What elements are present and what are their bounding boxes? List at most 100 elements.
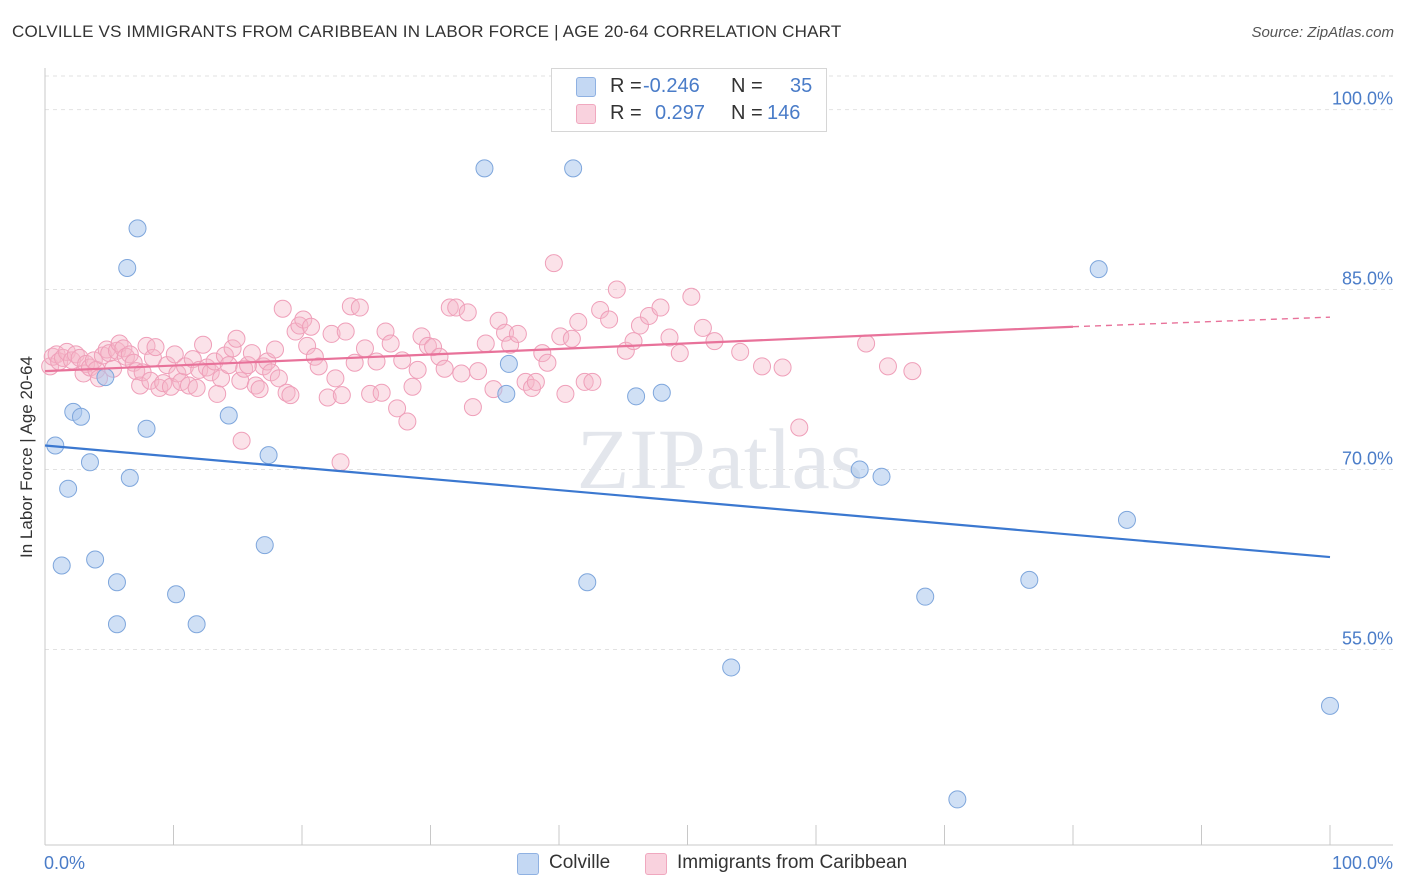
colville-point [916, 587, 935, 606]
caribbean-point [341, 297, 360, 316]
caribbean-point [331, 453, 350, 472]
legend-r-value-caribbean: 0.297 [655, 102, 706, 124]
caribbean-point [660, 328, 679, 347]
caribbean-point [294, 310, 313, 329]
colville-point [71, 407, 90, 426]
caribbean-point [469, 362, 488, 381]
caribbean-point [183, 350, 202, 369]
colville-point [722, 658, 741, 677]
caribbean-point [424, 338, 443, 357]
colville-point [107, 615, 126, 634]
caribbean-point [194, 335, 213, 354]
caribbean-point [630, 316, 649, 335]
colville-point [1089, 260, 1108, 279]
colville-point [497, 384, 516, 403]
caribbean-point [165, 345, 184, 364]
caribbean-point [430, 347, 449, 366]
caribbean-point [242, 344, 261, 363]
caribbean-point [239, 356, 258, 375]
colville-point [1117, 510, 1136, 529]
colville-point [52, 556, 71, 575]
legend-r-value-colville: -0.246 [643, 75, 700, 97]
caribbean-point [435, 359, 454, 378]
colville-point [107, 573, 126, 592]
caribbean-point [526, 372, 545, 391]
legend-n-value-caribbean: 146 [767, 102, 801, 124]
chart-title: COLVILLE VS IMMIGRANTS FROM CARIBBEAN IN… [12, 22, 842, 41]
caribbean-point [355, 339, 374, 358]
caribbean-point [556, 384, 575, 403]
bottom-legend-label-caribbean: Immigrants from Caribbean [677, 852, 908, 873]
caribbean-point [372, 383, 391, 402]
caribbean-point [398, 412, 417, 431]
caribbean-point [693, 318, 712, 337]
colville-point [872, 467, 891, 486]
colville-point [627, 387, 646, 406]
caribbean-point [682, 287, 701, 306]
caribbean-point [753, 357, 772, 376]
caribbean-trend-line [44, 325, 1074, 373]
colville-point [499, 354, 518, 373]
caribbean-point [857, 334, 876, 353]
source-label: Source: ZipAtlas.com [1251, 24, 1394, 41]
caribbean-point [336, 322, 355, 341]
caribbean-point [281, 386, 300, 405]
y-tick-label: 100.0% [1332, 89, 1393, 109]
colville-point [187, 615, 206, 634]
x-tick-label-min: 0.0% [44, 853, 85, 873]
bottom-legend-swatch-caribbean [645, 853, 667, 875]
caribbean-point [223, 339, 242, 358]
colville-point [255, 536, 274, 555]
colville-point [564, 159, 583, 178]
colville-point [1020, 570, 1039, 589]
caribbean-point [773, 358, 792, 377]
y-tick-label: 55.0% [1342, 628, 1393, 648]
caribbean-point [670, 344, 689, 363]
caribbean-point [322, 324, 341, 343]
x-tick-label-max: 100.0% [1332, 853, 1393, 873]
caribbean-point [463, 398, 482, 417]
colville-point [652, 383, 671, 402]
colville-point [850, 460, 869, 479]
caribbean-point [790, 418, 809, 437]
caribbean-point [305, 347, 324, 366]
colville-point [120, 468, 139, 487]
bottom-legend-label-colville: Colville [549, 852, 611, 873]
bottom-legend-swatch-colville [517, 853, 539, 875]
caribbean-point [452, 364, 471, 383]
colville-point [167, 585, 186, 604]
caribbean-point [731, 342, 750, 361]
caribbean-point [227, 329, 246, 348]
colville-point [578, 573, 597, 592]
caribbean-point [208, 384, 227, 403]
caribbean-point [232, 431, 251, 450]
legend-n-label: N = [731, 75, 763, 97]
colville-point [118, 258, 137, 277]
colville-point [86, 550, 105, 569]
caribbean-point [361, 384, 380, 403]
correlation-legend: R = -0.246 N = 35 R = 0.297 N = 146 [551, 68, 827, 132]
caribbean-point [161, 377, 180, 396]
caribbean-point [326, 369, 345, 388]
caribbean-point [120, 345, 139, 364]
caribbean-point [508, 324, 527, 343]
colville-point [80, 453, 99, 472]
caribbean-point [219, 356, 238, 375]
caribbean-point [131, 376, 150, 395]
caribbean-point [205, 352, 224, 371]
caribbean-point [878, 357, 897, 376]
legend-n-label: N = [731, 102, 763, 124]
caribbean-point [332, 386, 351, 405]
caribbean-point [562, 329, 581, 348]
caribbean-point [496, 323, 515, 342]
caribbean-point [476, 334, 495, 353]
y-tick-label: 70.0% [1342, 448, 1393, 468]
legend-r-label: R = [610, 102, 642, 124]
caribbean-point [376, 322, 395, 341]
caribbean-point [458, 303, 477, 322]
caribbean-point [212, 369, 231, 388]
caribbean-point [350, 298, 369, 317]
caribbean-point [624, 332, 643, 351]
colville-point [948, 790, 967, 809]
